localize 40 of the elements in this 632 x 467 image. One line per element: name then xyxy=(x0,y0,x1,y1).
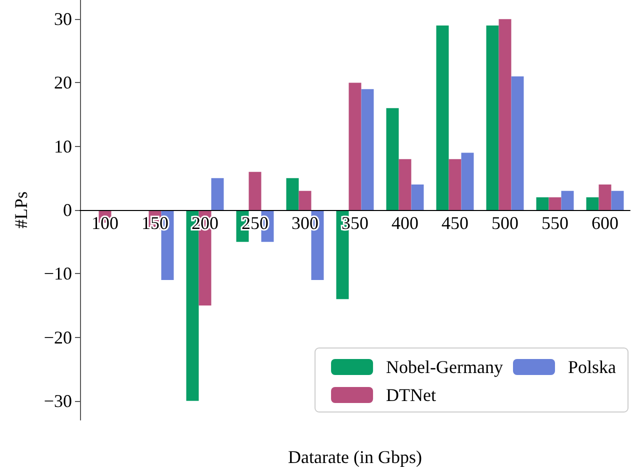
bar xyxy=(398,159,412,210)
bar xyxy=(461,152,474,210)
y-tick-label: 30 xyxy=(54,9,72,30)
bar xyxy=(511,76,524,210)
legend-label: DTNet xyxy=(386,385,436,405)
x-tick-label: 600 xyxy=(592,213,618,233)
bar xyxy=(448,159,462,210)
bar xyxy=(211,178,224,210)
y-axis-title: #LPs xyxy=(11,191,31,229)
bar xyxy=(386,108,399,210)
bar xyxy=(411,184,424,210)
x-tick-label: 400 xyxy=(392,213,418,233)
bar xyxy=(586,197,599,210)
bar xyxy=(348,82,362,210)
legend-label: Polska xyxy=(568,357,616,377)
x-axis-title: Datarate (in Gbps) xyxy=(288,447,422,467)
bar xyxy=(486,25,499,210)
bar xyxy=(298,190,312,210)
y-tick-label: 10 xyxy=(54,136,72,156)
x-tick-label: 500 xyxy=(492,213,518,233)
bar xyxy=(361,89,374,210)
bar xyxy=(548,197,562,210)
x-tick-label: 200 xyxy=(192,213,218,233)
bar xyxy=(436,25,449,210)
bar xyxy=(598,184,612,210)
x-tick-label: 100 xyxy=(92,213,118,233)
y-tick-label: 20 xyxy=(54,72,72,93)
y-tick-label: −30 xyxy=(44,390,72,411)
bar xyxy=(536,197,549,210)
y-tick-label: −10 xyxy=(44,264,72,284)
legend-label: Nobel-Germany xyxy=(386,357,504,377)
bar xyxy=(561,190,574,210)
x-tick-label: 550 xyxy=(542,213,568,233)
bar xyxy=(498,19,512,210)
bar xyxy=(248,172,262,210)
bar xyxy=(611,190,624,210)
x-tick-label: 450 xyxy=(442,213,468,233)
y-tick-label: 0 xyxy=(63,200,72,220)
y-tick-label: −20 xyxy=(44,327,72,348)
bar xyxy=(286,178,299,210)
